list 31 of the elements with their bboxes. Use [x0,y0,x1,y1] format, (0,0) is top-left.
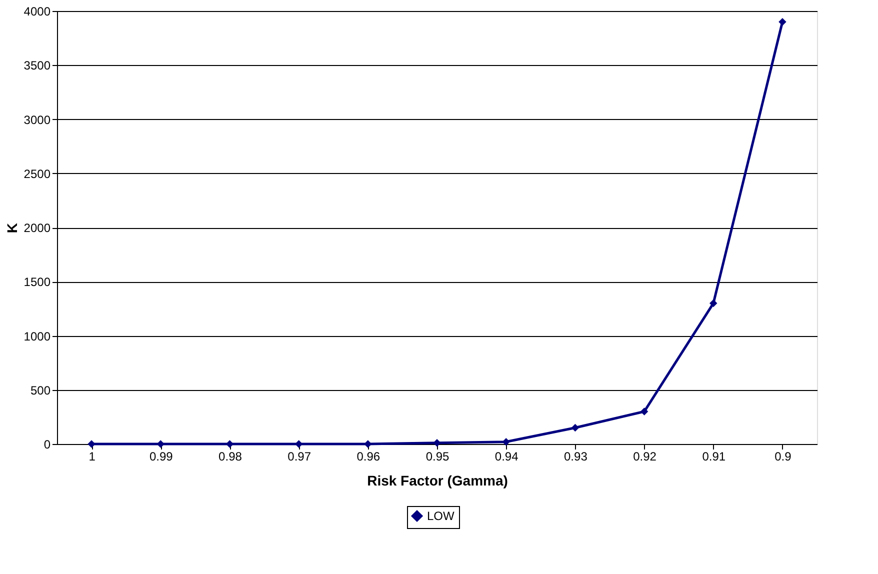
x-tick-label: 0.92 [633,450,657,464]
y-tick-label: 1500 [24,275,51,290]
x-tick-label: 0.9 [774,450,792,464]
y-axis-title: K [4,222,20,234]
y-tick-label: 500 [30,383,51,398]
y-tick-label: 1000 [24,329,51,344]
y-tick-label: 3000 [24,112,51,127]
point [433,439,441,447]
point [709,299,718,308]
x-tick-label: 0.99 [149,450,174,464]
y-tick-label: 2500 [24,166,51,181]
x-tick-label: 0.91 [702,450,726,464]
point [364,440,372,448]
legend-label: LOW [427,509,456,523]
x-tick-label: 0.95 [426,450,450,464]
y-tick-label: 0 [44,438,51,452]
point [640,408,648,416]
x-tick-label: 1 [88,450,96,464]
x-tick-label: 0.94 [494,450,519,464]
y-tick-label: 3500 [24,58,51,73]
x-tick-label: 0.93 [564,450,588,464]
x-axis-title: Risk Factor (Gamma) [367,472,508,488]
x-tick-label: 0.96 [356,450,380,464]
y-tick-label: 2000 [24,221,51,235]
point [571,424,580,432]
point [502,438,510,446]
point [778,18,786,26]
x-tick-label: 0.97 [288,450,312,464]
point [88,440,96,448]
y-tick-label: 4000 [24,4,51,18]
x-tick-label: 0.98 [218,450,242,464]
